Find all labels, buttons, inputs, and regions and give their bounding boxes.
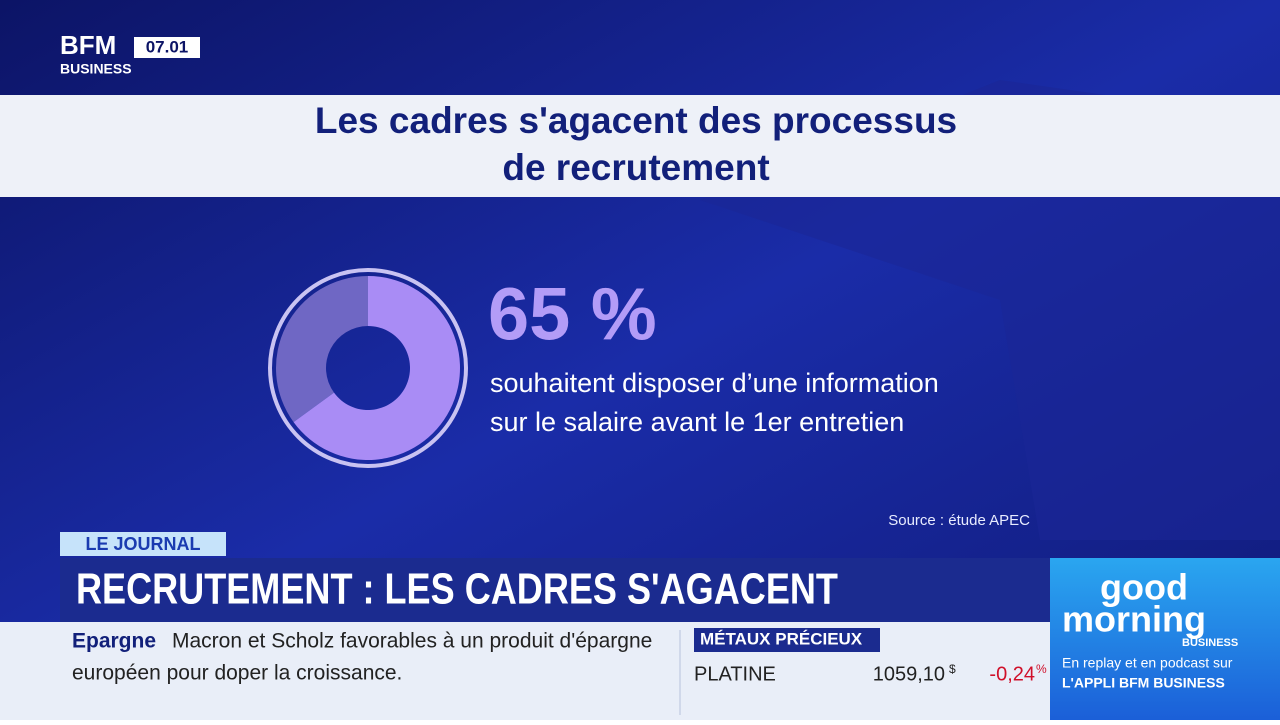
- donut-rest: [276, 276, 368, 423]
- donut-ring: [268, 268, 468, 468]
- market-change-unit: %: [1036, 662, 1047, 676]
- stat-value: 65 %: [488, 273, 657, 356]
- lower-title: RECRUTEMENT : LES CADRES S'AGACENT: [76, 564, 838, 613]
- market-name: PLATINE: [694, 663, 776, 685]
- donut-share: [293, 276, 460, 461]
- market-currency: $: [949, 662, 956, 676]
- ticker-text: européen pour doper la croissance.: [72, 662, 402, 685]
- promo-word: BUSINESS: [1182, 637, 1238, 649]
- stat-text: sur le salaire avant le 1er entretien: [490, 407, 904, 437]
- market-change: -0,24: [989, 663, 1035, 685]
- tag-box: [60, 532, 226, 556]
- market-header-box: [694, 628, 880, 652]
- time-box: [134, 37, 200, 58]
- market-header: MÉTAUX PRÉCIEUX: [700, 629, 863, 648]
- promo-box: [1050, 558, 1280, 720]
- promo-word: morning: [1062, 599, 1206, 640]
- title-band: [60, 558, 1050, 622]
- ticker-text: Macron et Scholz favorables à un produit…: [172, 630, 652, 653]
- source: Source : étude APEC: [888, 512, 1030, 529]
- stat-text: souhaitent disposer d’une information: [490, 368, 939, 398]
- headline: de recrutement: [502, 147, 769, 188]
- promo-word: good: [1100, 567, 1188, 608]
- time: 07.01: [146, 37, 189, 56]
- headline: Les cadres s'agacent des processus: [315, 100, 957, 141]
- headline-band: [0, 95, 1280, 197]
- logo-brand: BFM: [60, 30, 116, 60]
- market-price: 1059,10: [873, 663, 945, 685]
- logo-sub: BUSINESS: [60, 61, 132, 77]
- promo-line: En replay et en podcast sur: [1062, 655, 1233, 671]
- tag: LE JOURNAL: [85, 534, 200, 554]
- ticker-topic: Epargne: [72, 630, 156, 653]
- promo-line: L'APPLI BFM BUSINESS: [1062, 675, 1225, 691]
